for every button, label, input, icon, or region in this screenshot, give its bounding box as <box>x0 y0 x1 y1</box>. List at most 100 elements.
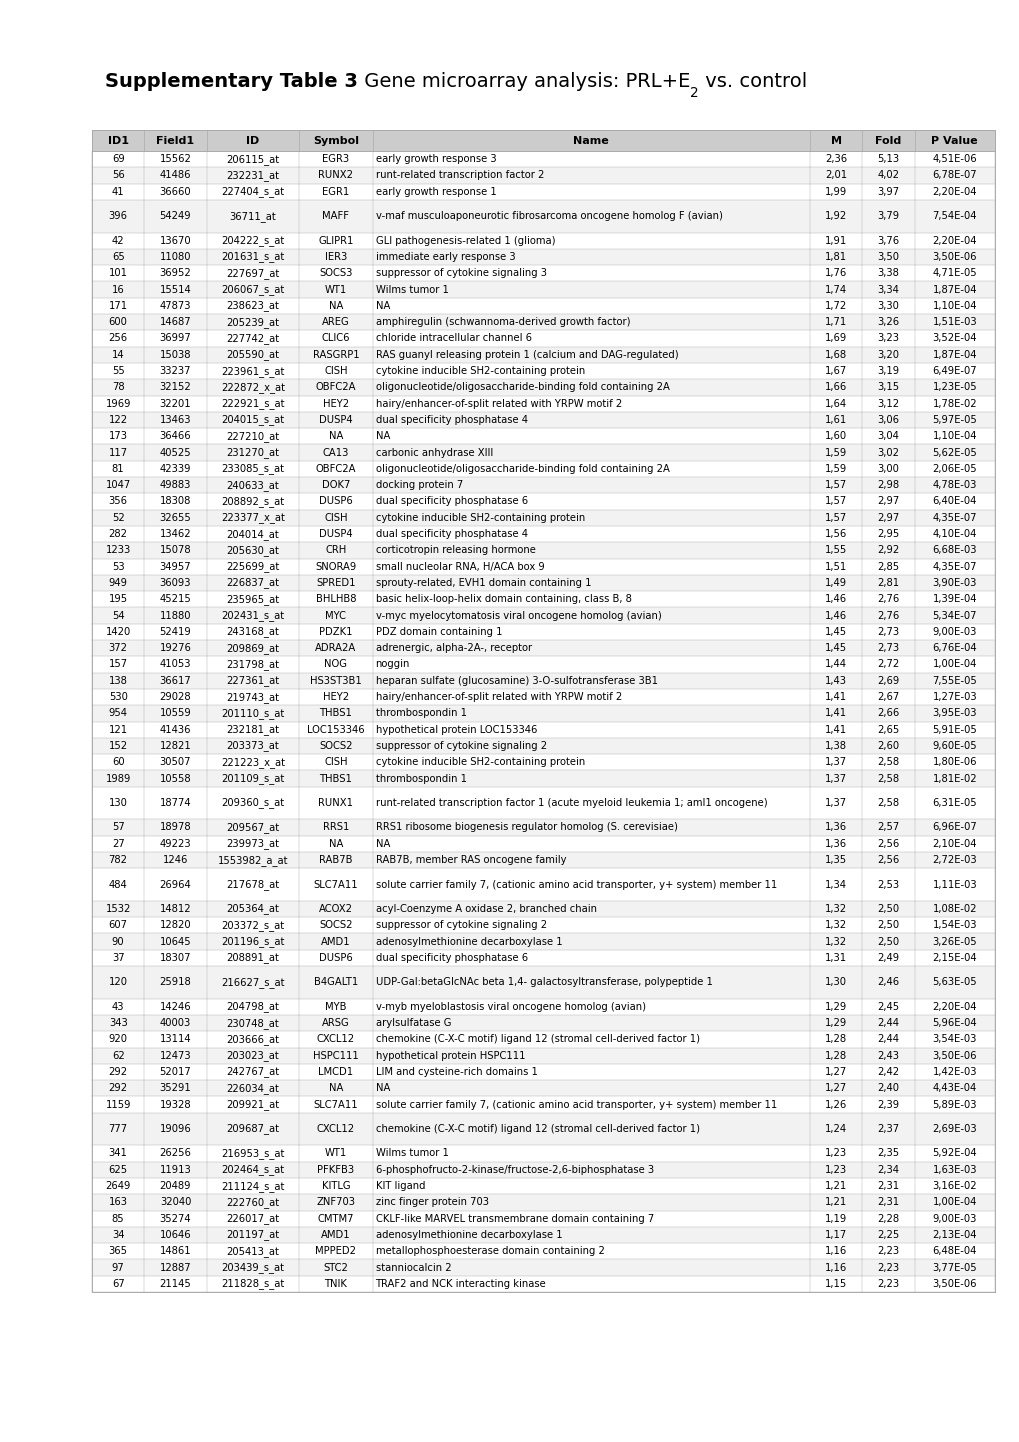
Text: 10558: 10558 <box>160 773 192 783</box>
Text: CA13: CA13 <box>322 447 348 457</box>
Text: 81: 81 <box>112 464 124 474</box>
Text: solute carrier family 7, (cationic amino acid transporter, y+ system) member 11: solute carrier family 7, (cationic amino… <box>375 1100 776 1109</box>
Text: 1159: 1159 <box>105 1100 130 1109</box>
Text: 2,40: 2,40 <box>876 1083 899 1093</box>
Bar <box>92 1162 994 1178</box>
Text: 2,57: 2,57 <box>876 822 899 832</box>
Text: 1,39E-04: 1,39E-04 <box>931 594 976 604</box>
Text: 201196_s_at: 201196_s_at <box>221 936 284 947</box>
Text: 20489: 20489 <box>160 1181 191 1191</box>
Text: 1,92: 1,92 <box>824 211 847 221</box>
Text: 35291: 35291 <box>159 1083 192 1093</box>
Text: 1047: 1047 <box>105 480 130 490</box>
Text: RRS1 ribosome biogenesis regulator homolog (S. cerevisiae): RRS1 ribosome biogenesis regulator homol… <box>375 822 677 832</box>
Text: 1,29: 1,29 <box>824 1018 847 1028</box>
Text: 3,16E-02: 3,16E-02 <box>931 1181 976 1191</box>
Bar <box>92 200 994 232</box>
Text: LIM and cysteine-rich domains 1: LIM and cysteine-rich domains 1 <box>375 1067 537 1077</box>
Text: 1,36: 1,36 <box>824 839 847 849</box>
Text: 226837_at: 226837_at <box>226 577 279 588</box>
Text: 10645: 10645 <box>160 936 192 946</box>
Text: SLC7A11: SLC7A11 <box>313 1100 358 1109</box>
Text: 1,57: 1,57 <box>824 513 847 523</box>
Text: 7,54E-04: 7,54E-04 <box>931 211 976 221</box>
Text: 97: 97 <box>112 1263 124 1272</box>
Text: 6-phosphofructo-2-kinase/fructose-2,6-biphosphatase 3: 6-phosphofructo-2-kinase/fructose-2,6-bi… <box>375 1165 653 1175</box>
Text: arylsulfatase G: arylsulfatase G <box>375 1018 450 1028</box>
Text: 203439_s_at: 203439_s_at <box>221 1262 284 1273</box>
Text: 1,61: 1,61 <box>824 415 847 425</box>
Text: CXCL12: CXCL12 <box>317 1034 355 1044</box>
Text: 32040: 32040 <box>160 1197 191 1207</box>
Text: 209687_at: 209687_at <box>226 1123 279 1135</box>
Text: hypothetical protein LOC153346: hypothetical protein LOC153346 <box>375 725 536 734</box>
Bar <box>92 249 994 265</box>
Text: noggin: noggin <box>375 659 410 669</box>
Text: 1,16: 1,16 <box>824 1246 847 1256</box>
Bar <box>92 640 994 656</box>
Text: 101: 101 <box>109 268 127 278</box>
Text: 2,44: 2,44 <box>876 1034 899 1044</box>
Text: runt-related transcription factor 2: runt-related transcription factor 2 <box>375 170 543 180</box>
Bar <box>92 1015 994 1031</box>
Text: CISH: CISH <box>324 757 347 767</box>
Text: 256: 256 <box>108 333 127 343</box>
Text: 1,59: 1,59 <box>824 464 847 474</box>
Text: 1,38: 1,38 <box>824 741 847 751</box>
Text: Field1: Field1 <box>156 136 195 146</box>
Text: dual specificity phosphatase 4: dual specificity phosphatase 4 <box>375 415 527 425</box>
Text: 1,51: 1,51 <box>824 561 847 571</box>
Text: 3,15: 3,15 <box>876 382 899 392</box>
Text: 2,69E-03: 2,69E-03 <box>931 1123 976 1133</box>
Text: 4,78E-03: 4,78E-03 <box>931 480 976 490</box>
Text: DOK7: DOK7 <box>321 480 350 490</box>
Text: 222872_x_at: 222872_x_at <box>221 382 284 392</box>
Bar <box>92 1145 994 1162</box>
Text: 2,50: 2,50 <box>876 936 899 946</box>
Text: adrenergic, alpha-2A-, receptor: adrenergic, alpha-2A-, receptor <box>375 643 531 653</box>
Text: 227210_at: 227210_at <box>226 431 279 441</box>
Text: 1,81E-02: 1,81E-02 <box>931 773 976 783</box>
Text: 2,85: 2,85 <box>876 561 899 571</box>
Text: 1,15: 1,15 <box>824 1279 847 1289</box>
Text: 4,35E-07: 4,35E-07 <box>931 513 976 523</box>
Text: 1,27: 1,27 <box>824 1067 847 1077</box>
Text: 219743_at: 219743_at <box>226 692 279 702</box>
Text: 235965_at: 235965_at <box>226 594 279 604</box>
Text: 2,58: 2,58 <box>876 797 899 808</box>
Text: 3,90E-03: 3,90E-03 <box>931 578 976 588</box>
Text: 3,95E-03: 3,95E-03 <box>931 708 976 718</box>
Bar <box>92 852 994 868</box>
Text: cytokine inducible SH2-containing protein: cytokine inducible SH2-containing protei… <box>375 366 584 376</box>
Text: Fold: Fold <box>874 136 901 146</box>
Text: 216627_s_at: 216627_s_at <box>221 976 284 988</box>
Text: 233085_s_at: 233085_s_at <box>221 463 284 474</box>
Text: 2,20E-04: 2,20E-04 <box>931 235 976 245</box>
Text: 9,00E-03: 9,00E-03 <box>931 1214 976 1224</box>
Text: 2,39: 2,39 <box>876 1100 899 1109</box>
Text: HEY2: HEY2 <box>322 692 348 702</box>
Text: 205364_at: 205364_at <box>226 904 279 914</box>
Text: 1,74: 1,74 <box>824 284 847 294</box>
Text: 14246: 14246 <box>160 1002 192 1012</box>
Text: 6,40E-04: 6,40E-04 <box>931 496 976 506</box>
Text: 19328: 19328 <box>160 1100 192 1109</box>
Text: adenosylmethionine decarboxylase 1: adenosylmethionine decarboxylase 1 <box>375 936 561 946</box>
Text: 18307: 18307 <box>160 953 191 963</box>
Text: 1,16: 1,16 <box>824 1263 847 1272</box>
Text: UDP-Gal:betaGlcNAc beta 1,4- galactosyltransferase, polypeptide 1: UDP-Gal:betaGlcNAc beta 1,4- galactosylt… <box>375 978 711 988</box>
Text: 1,60: 1,60 <box>824 431 847 441</box>
Text: 2,58: 2,58 <box>876 773 899 783</box>
Text: 16: 16 <box>112 284 124 294</box>
Text: 1,51E-03: 1,51E-03 <box>931 317 976 327</box>
Text: 1,23: 1,23 <box>824 1148 847 1158</box>
Text: IER3: IER3 <box>324 252 346 262</box>
Text: hypothetical protein HSPC111: hypothetical protein HSPC111 <box>375 1051 525 1061</box>
Bar <box>92 901 994 917</box>
Text: 2,31: 2,31 <box>876 1181 899 1191</box>
Text: 1,56: 1,56 <box>824 529 847 539</box>
Text: 195: 195 <box>108 594 127 604</box>
Text: 202464_s_at: 202464_s_at <box>221 1164 284 1175</box>
Text: 201109_s_at: 201109_s_at <box>221 773 284 784</box>
Bar <box>92 526 994 542</box>
